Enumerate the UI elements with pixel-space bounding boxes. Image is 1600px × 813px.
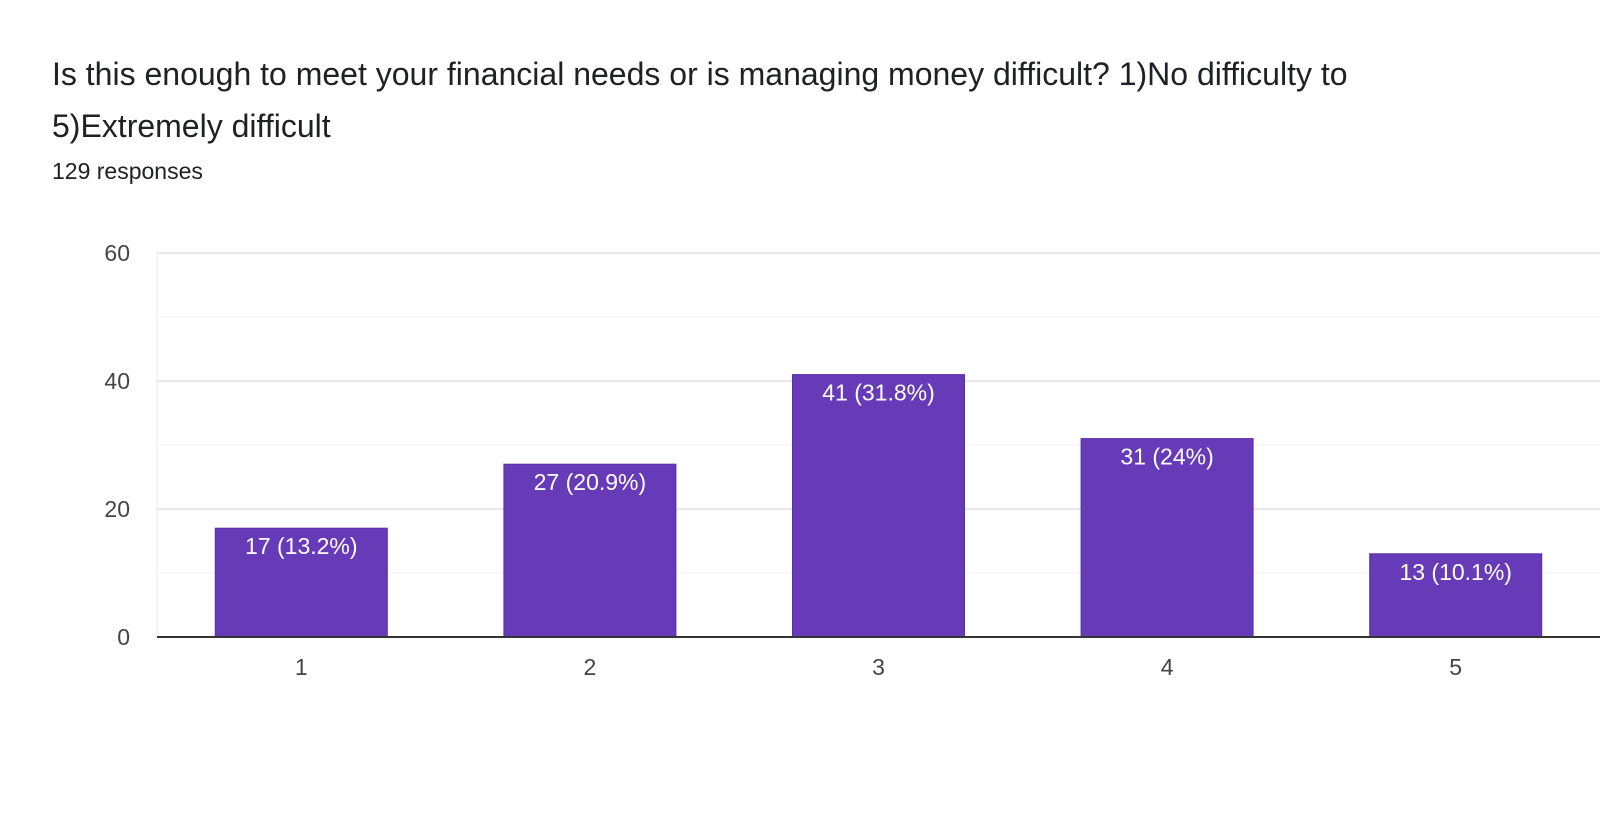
y-tick-label: 40 xyxy=(104,368,130,394)
y-tick-label: 20 xyxy=(104,496,130,522)
bar-data-label: 17 (13.2%) xyxy=(245,533,358,559)
x-tick-label: 3 xyxy=(872,654,885,680)
bar-data-label: 31 (24%) xyxy=(1120,444,1213,470)
bar-5 xyxy=(1369,553,1543,638)
bar-3 xyxy=(792,374,965,638)
bar-data-label: 13 (10.1%) xyxy=(1399,559,1512,585)
x-tick-label: 4 xyxy=(1161,654,1174,680)
x-tick-label: 2 xyxy=(584,654,597,680)
y-tick-label: 60 xyxy=(104,240,130,266)
bar-1 xyxy=(214,527,388,638)
x-tick-label: 1 xyxy=(295,654,308,680)
bar-data-label: 27 (20.9%) xyxy=(534,469,647,495)
response-count: 129 responses xyxy=(52,158,203,184)
bar-data-label: 41 (31.8%) xyxy=(822,380,935,406)
question-title: Is this enough to meet your financial ne… xyxy=(52,56,1348,144)
bar-4 xyxy=(1080,438,1254,638)
y-tick-label: 0 xyxy=(117,624,130,650)
x-tick-label: 5 xyxy=(1449,654,1462,680)
